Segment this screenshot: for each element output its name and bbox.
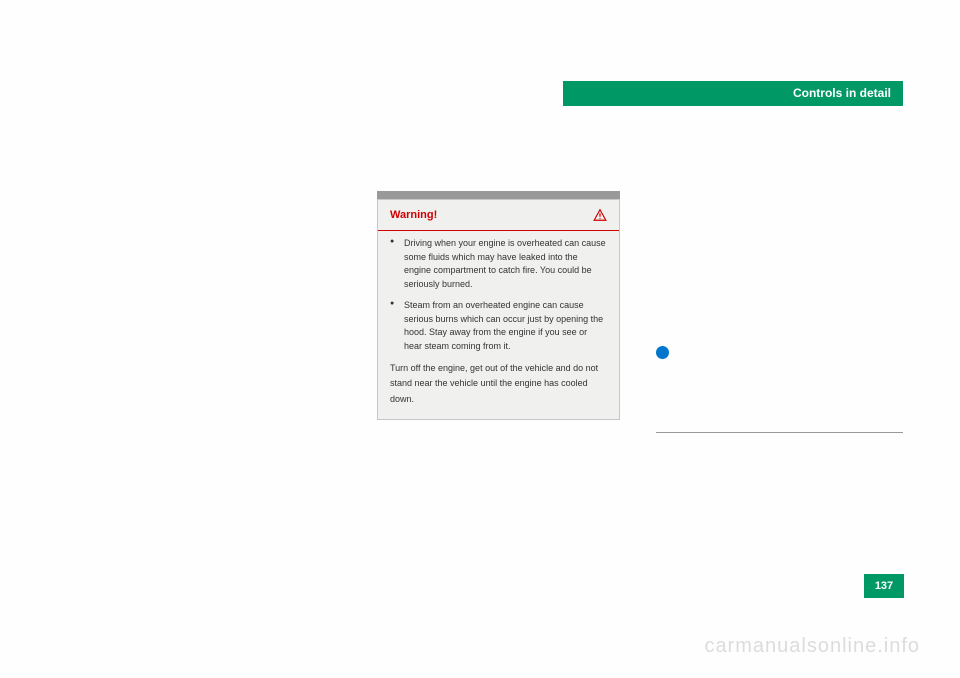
manual-page: Controls in detail Warning! Driving when… — [0, 0, 960, 678]
watermark-text: carmanualsonline.info — [704, 635, 920, 658]
section-header-title: Controls in detail — [793, 86, 891, 100]
warning-bullet-item: Driving when your engine is overheated c… — [390, 237, 607, 291]
info-dot-icon — [656, 346, 669, 359]
warning-footer-text: Turn off the engine, get out of the vehi… — [390, 361, 607, 407]
section-header-bar: Controls in detail — [563, 81, 903, 106]
warning-title: Warning! — [390, 209, 437, 221]
warning-header: Warning! — [378, 200, 619, 231]
warning-box: Warning! Driving when your engine is ove… — [377, 199, 620, 420]
warning-bullet-list: Driving when your engine is overheated c… — [390, 237, 607, 353]
warning-triangle-icon — [593, 208, 607, 222]
warning-bullet-item: Steam from an overheated engine can caus… — [390, 299, 607, 353]
page-number-value: 137 — [875, 580, 893, 592]
warning-body: Driving when your engine is overheated c… — [378, 231, 619, 419]
warning-top-bar — [377, 191, 620, 199]
page-number: 137 — [864, 574, 904, 598]
column-divider — [656, 432, 903, 433]
